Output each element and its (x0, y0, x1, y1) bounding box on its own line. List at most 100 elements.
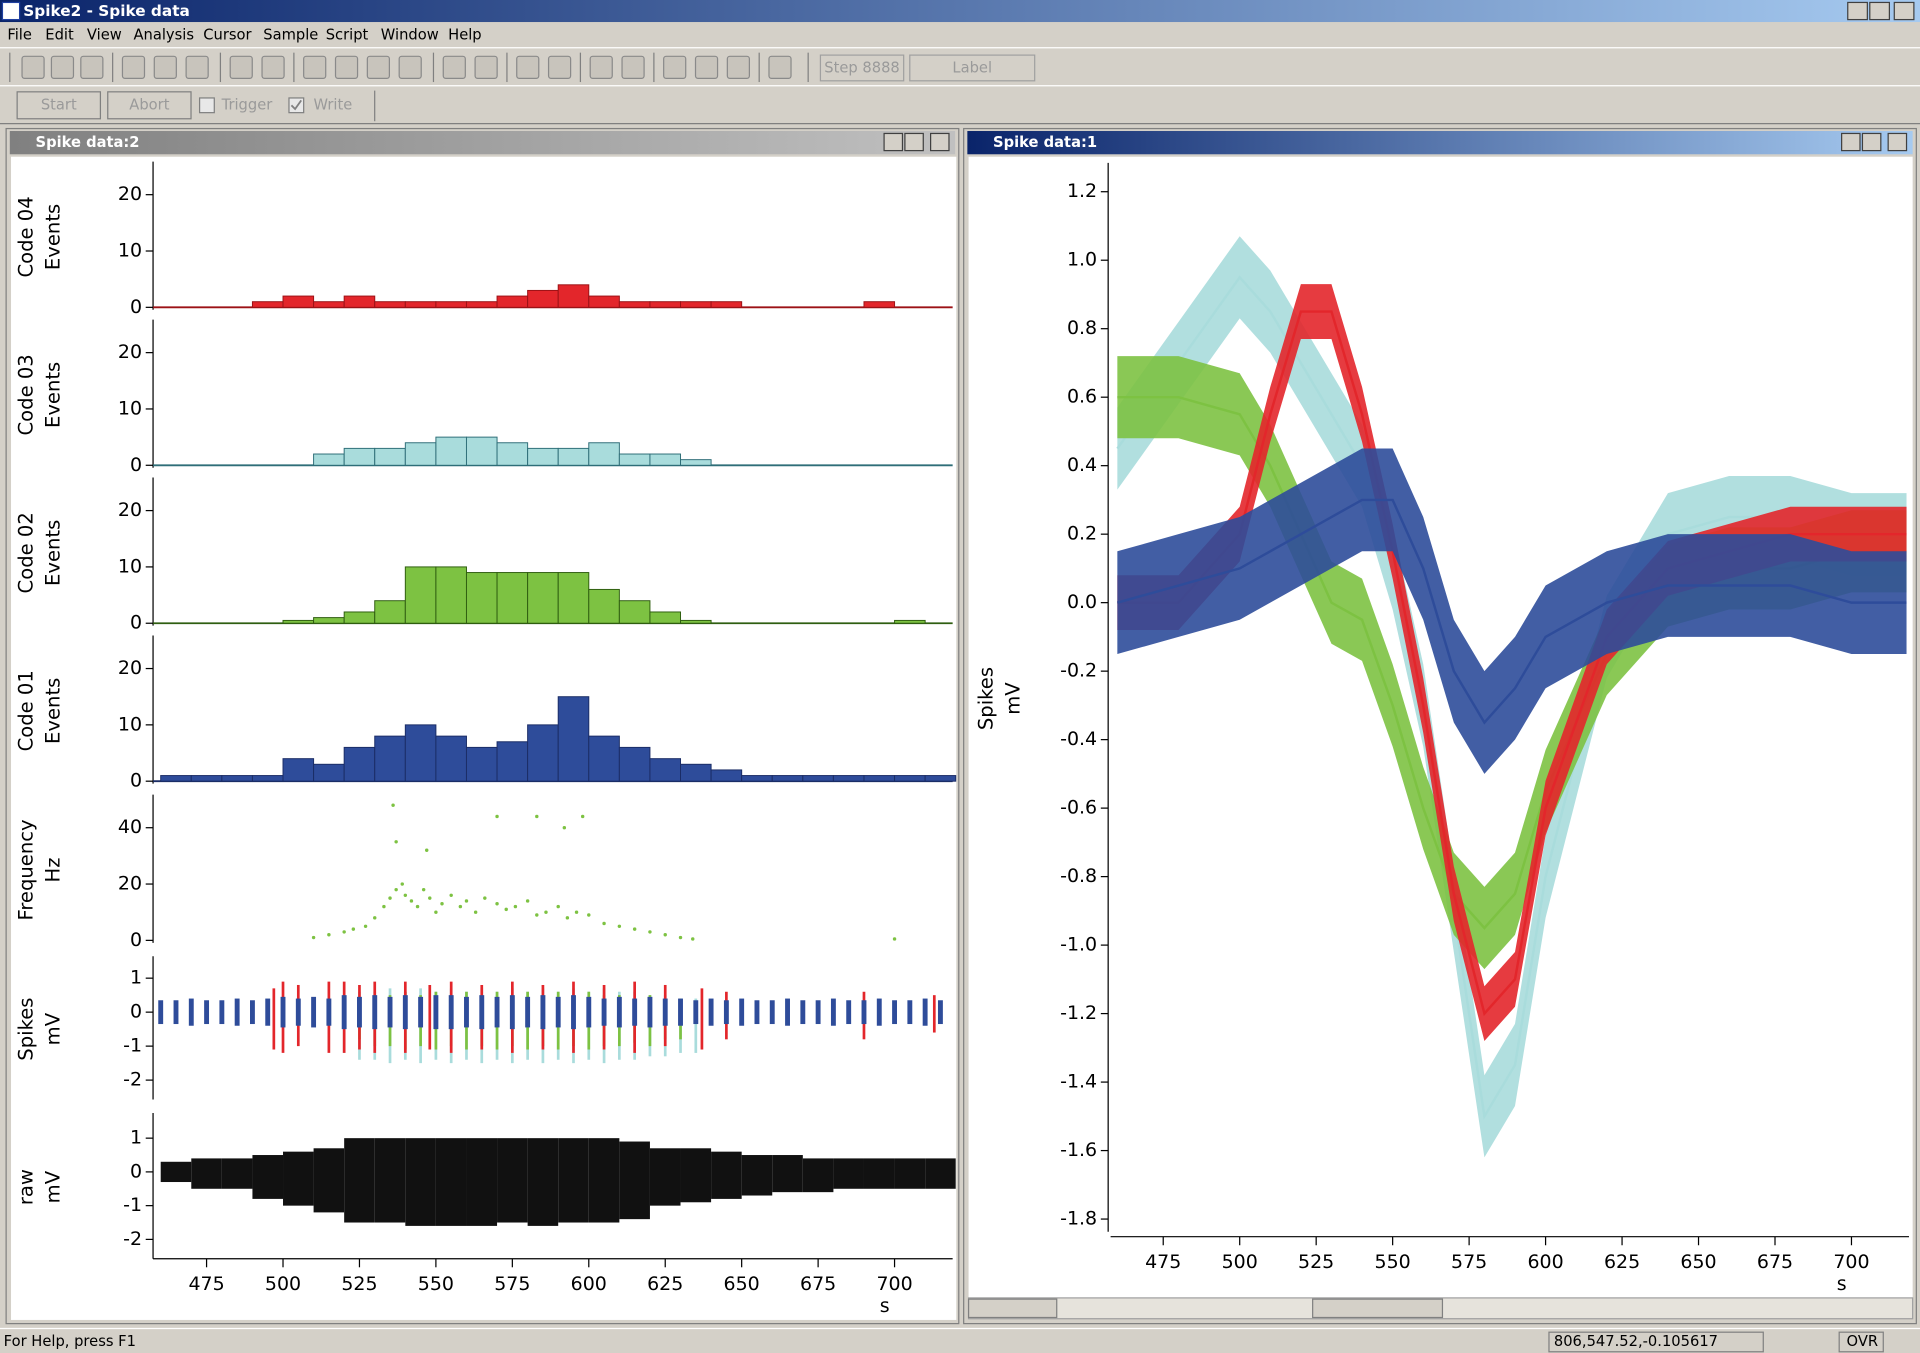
toolbar-button[interactable] (768, 55, 792, 79)
menu-item[interactable]: Edit (45, 27, 74, 44)
histogram-bar (435, 566, 467, 624)
start-button[interactable] (16, 91, 102, 120)
histogram-bar (435, 301, 467, 308)
maximize-button[interactable] (1861, 132, 1882, 152)
histogram-bar (251, 775, 284, 782)
child-title-bar (967, 131, 1913, 155)
toolbar-button[interactable] (229, 55, 253, 79)
toolbar-button[interactable] (261, 55, 285, 79)
y-tick-label: -1 (123, 1194, 142, 1216)
x-tick-label: 475 (188, 1273, 224, 1295)
menu-item[interactable]: Analysis (133, 27, 194, 44)
minimize-button[interactable] (1841, 132, 1861, 152)
raw-envelope (772, 1155, 803, 1193)
y-tick-label: 0 (130, 929, 142, 951)
toolbar-button[interactable] (334, 55, 359, 79)
y-tick-label: 0.0 (1067, 591, 1097, 613)
histogram-bar (160, 775, 192, 782)
toolbar-button[interactable] (366, 55, 390, 79)
toolbar-button[interactable] (516, 55, 540, 79)
toolbar-button[interactable] (185, 55, 209, 79)
histogram-bar (557, 572, 590, 624)
scroll-thumb[interactable] (1312, 1298, 1444, 1319)
toolbar-button[interactable] (442, 55, 466, 79)
minimize-button[interactable] (1847, 1, 1868, 21)
menu-item[interactable]: View (87, 27, 122, 44)
histogram-bar (496, 442, 529, 466)
toolbar-button[interactable] (80, 55, 104, 79)
close-button[interactable] (1893, 1, 1915, 21)
histogram-bar (771, 775, 804, 782)
toolbar-button[interactable] (474, 55, 498, 79)
raw-envelope (283, 1151, 314, 1206)
write-checkbox[interactable] (288, 97, 305, 114)
menu-item[interactable]: Cursor (203, 27, 252, 44)
trigger-checkbox[interactable] (198, 97, 215, 114)
x-tick-label: 475 (1145, 1251, 1181, 1273)
raw-envelope (588, 1138, 620, 1223)
y-tick-label: -1.6 (1060, 1139, 1097, 1161)
histogram-bar (343, 611, 376, 624)
toolbar-button[interactable] (21, 55, 45, 79)
histogram-bar (680, 301, 712, 308)
histogram-bar (588, 588, 620, 624)
toolbar-button[interactable] (621, 55, 645, 79)
y-axis-label: Frequency (14, 819, 37, 920)
frequency-point (535, 913, 539, 917)
y-tick-label: 0 (130, 296, 142, 318)
toolbar-button[interactable] (694, 55, 719, 79)
frequency-point (580, 814, 585, 819)
y-axis-unit: Events (41, 678, 64, 744)
toolbar-button[interactable] (153, 55, 177, 79)
frequency-point (892, 937, 897, 941)
frequency-point (394, 840, 398, 844)
toolbar-button[interactable] (663, 55, 687, 79)
menu-item[interactable]: File (7, 27, 32, 44)
frequency-point (394, 887, 398, 892)
window-controls[interactable] (1847, 1, 1915, 21)
minimize-button[interactable] (883, 132, 904, 152)
frequency-point (602, 921, 606, 926)
y-tick-label: -1 (123, 1035, 142, 1057)
frequency-point (363, 924, 368, 928)
frequency-point (351, 927, 356, 931)
raw-envelope (435, 1138, 467, 1226)
menu-item[interactable]: Help (448, 27, 481, 44)
frequency-point (617, 924, 622, 928)
toolbar-button[interactable] (50, 55, 75, 79)
frequency-point (513, 904, 518, 909)
frequency-point (495, 814, 499, 819)
child-controls[interactable] (883, 132, 1908, 152)
frequency-point (409, 899, 414, 903)
histogram-bar (588, 295, 620, 308)
close-button[interactable] (1887, 132, 1908, 152)
frequency-point (425, 848, 429, 852)
x-tick-label: 500 (1222, 1251, 1258, 1273)
x-axis-label: s (1837, 1273, 1847, 1295)
menu-item[interactable]: Script (326, 27, 369, 44)
abort-button[interactable] (107, 91, 192, 120)
x-tick-label: 575 (1451, 1251, 1487, 1273)
toolbar-button[interactable] (121, 55, 146, 79)
menu-item[interactable]: Window (381, 27, 439, 44)
close-button[interactable] (930, 132, 950, 152)
status-help: For Help, press F1 (4, 1333, 136, 1350)
restore-button[interactable] (1869, 1, 1890, 21)
histogram-bar (404, 442, 437, 466)
raw-envelope (405, 1138, 436, 1226)
maximize-button[interactable] (904, 132, 924, 152)
y-axis-label: Spikes (974, 667, 997, 730)
histogram-bar (374, 600, 406, 624)
histogram-bar (588, 735, 620, 782)
toolbar-button[interactable] (726, 55, 750, 79)
menu-item[interactable]: Sample (263, 27, 318, 44)
toolbar-button[interactable] (589, 55, 613, 79)
chart-panel: 0 10 20 Code 04 Events (14, 161, 953, 318)
toolbar-button[interactable] (303, 55, 327, 79)
frequency-point (473, 910, 478, 914)
toolbar-button[interactable] (547, 55, 572, 79)
y-axis-label: Code 04 (14, 196, 37, 277)
view-buttons[interactable] (967, 1298, 1058, 1319)
toolbar-button[interactable] (398, 55, 422, 79)
histogram-bar (343, 295, 376, 308)
